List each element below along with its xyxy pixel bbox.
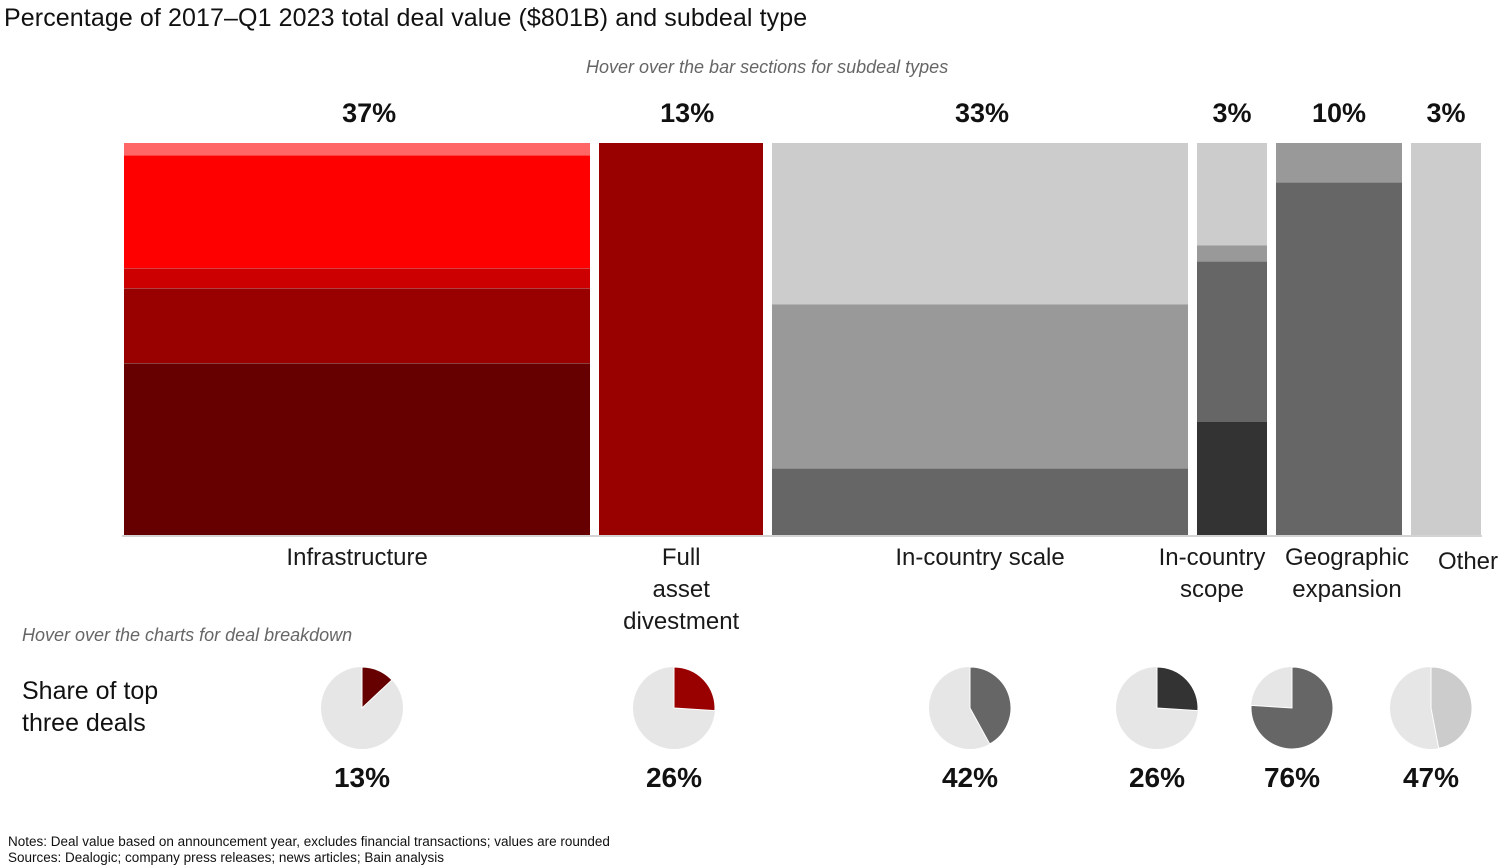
bar-segment[interactable]: [124, 154, 591, 269]
sources-text: Sources: Dealogic; company press release…: [8, 850, 444, 865]
pie-chart[interactable]: [1389, 666, 1473, 750]
bar-segment[interactable]: [1275, 143, 1402, 183]
notes-text: Notes: Deal value based on announcement …: [8, 834, 610, 849]
pie-chart[interactable]: [928, 666, 1012, 750]
bar-segment[interactable]: [1196, 244, 1267, 261]
pie-value-label: 47%: [1402, 762, 1460, 793]
bar-segment[interactable]: [1411, 143, 1481, 535]
category-label: Full asset divestment: [623, 544, 740, 635]
bar-segment[interactable]: [124, 362, 591, 535]
column-share-label: 37%: [342, 98, 397, 128]
bar-segment[interactable]: [1196, 421, 1267, 535]
bar-segment[interactable]: [124, 143, 591, 155]
pie-value-label: 13%: [333, 762, 391, 793]
pie-slice-top-three[interactable]: [1156, 666, 1199, 712]
pie-chart[interactable]: [632, 666, 716, 750]
bar-segment[interactable]: [124, 268, 591, 289]
category-label: In-country scope: [1158, 544, 1266, 603]
bar-segment[interactable]: [124, 288, 591, 363]
pie-value-label: 76%: [1263, 762, 1321, 793]
pie-chart[interactable]: [320, 666, 404, 750]
bar-segment[interactable]: [772, 468, 1188, 535]
bar-segment[interactable]: [1275, 182, 1402, 535]
column-share-label: 3%: [1212, 98, 1252, 128]
pie-chart[interactable]: [1115, 666, 1199, 750]
pie-row-label: Share of top three deals: [22, 677, 159, 737]
column-share-label: 10%: [1311, 98, 1367, 128]
category-label: Geographic expansion: [1284, 544, 1410, 603]
bar-segment[interactable]: [599, 143, 764, 535]
bar-hover-hint: Hover over the bar sections for subdeal …: [586, 57, 949, 77]
bar-segment[interactable]: [772, 143, 1188, 304]
category-label: Other: [1437, 548, 1499, 575]
chart-title: Percentage of 2017–Q1 2023 total deal va…: [4, 4, 808, 32]
bar-segment[interactable]: [772, 303, 1188, 469]
category-label: Infrastructure: [286, 544, 428, 571]
pie-value-label: 26%: [645, 762, 703, 793]
column-share-label: 13%: [660, 98, 715, 128]
pie-slice-top-three[interactable]: [1430, 666, 1473, 749]
column-share-label: 3%: [1426, 98, 1466, 128]
x-axis-line: [122, 535, 1482, 537]
category-label: In-country scale: [895, 544, 1065, 571]
bar-segment[interactable]: [1196, 260, 1267, 422]
pie-slice-top-three[interactable]: [969, 666, 1012, 745]
pie-chart[interactable]: [1250, 666, 1334, 750]
column-share-label: 33%: [955, 98, 1010, 128]
pie-value-label: 42%: [941, 762, 999, 793]
pie-hover-hint: Hover over the charts for deal breakdown: [22, 625, 353, 645]
pie-slice-top-three[interactable]: [361, 666, 393, 710]
pie-value-label: 26%: [1128, 762, 1186, 793]
pie-slice-top-three[interactable]: [673, 666, 716, 712]
pie-slice-top-three[interactable]: [1250, 666, 1334, 750]
bar-segment[interactable]: [1196, 143, 1267, 245]
